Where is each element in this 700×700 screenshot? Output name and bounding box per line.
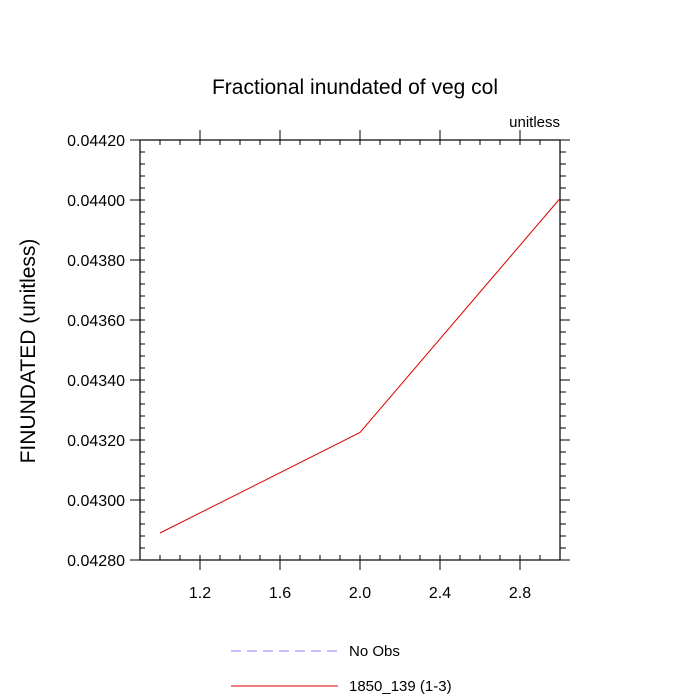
x-tick-label: 2.8 — [509, 585, 531, 602]
legend-label: 1850_139 (1-3) — [349, 678, 452, 695]
y-tick-label: 0.04280 — [67, 553, 125, 570]
y-tick-label: 0.04400 — [67, 193, 125, 210]
x-tick-label: 2.0 — [349, 585, 371, 602]
legend-label: No Obs — [349, 643, 400, 660]
plot-frame — [139, 139, 561, 561]
x-tick-label: 2.4 — [429, 585, 451, 602]
y-tick-label: 0.04340 — [67, 373, 125, 390]
y-tick-label: 0.04320 — [67, 433, 125, 450]
units-label: unitless — [509, 114, 560, 131]
x-tick-label: 1.2 — [189, 585, 211, 602]
y-axis-label: FINUNDATED (unitless) — [17, 239, 40, 464]
y-tick-label: 0.04300 — [67, 493, 125, 510]
series-line — [159, 198, 561, 534]
series-group — [159, 198, 561, 534]
chart-title: Fractional inundated of veg col — [212, 76, 498, 99]
x-tick-label: 1.6 — [269, 585, 291, 602]
legend: No Obs 1850_139 (1-3) — [231, 643, 452, 695]
y-tick-label: 0.04420 — [67, 133, 125, 150]
axis-tick-labels: 1.2 1.6 2.0 2.4 2.8 0.04280 0.04300 0.04320 0.04… — [67, 133, 531, 602]
y-tick-label: 0.04380 — [67, 253, 125, 270]
axis-ticks — [130, 130, 570, 570]
y-tick-label: 0.04360 — [67, 313, 125, 330]
